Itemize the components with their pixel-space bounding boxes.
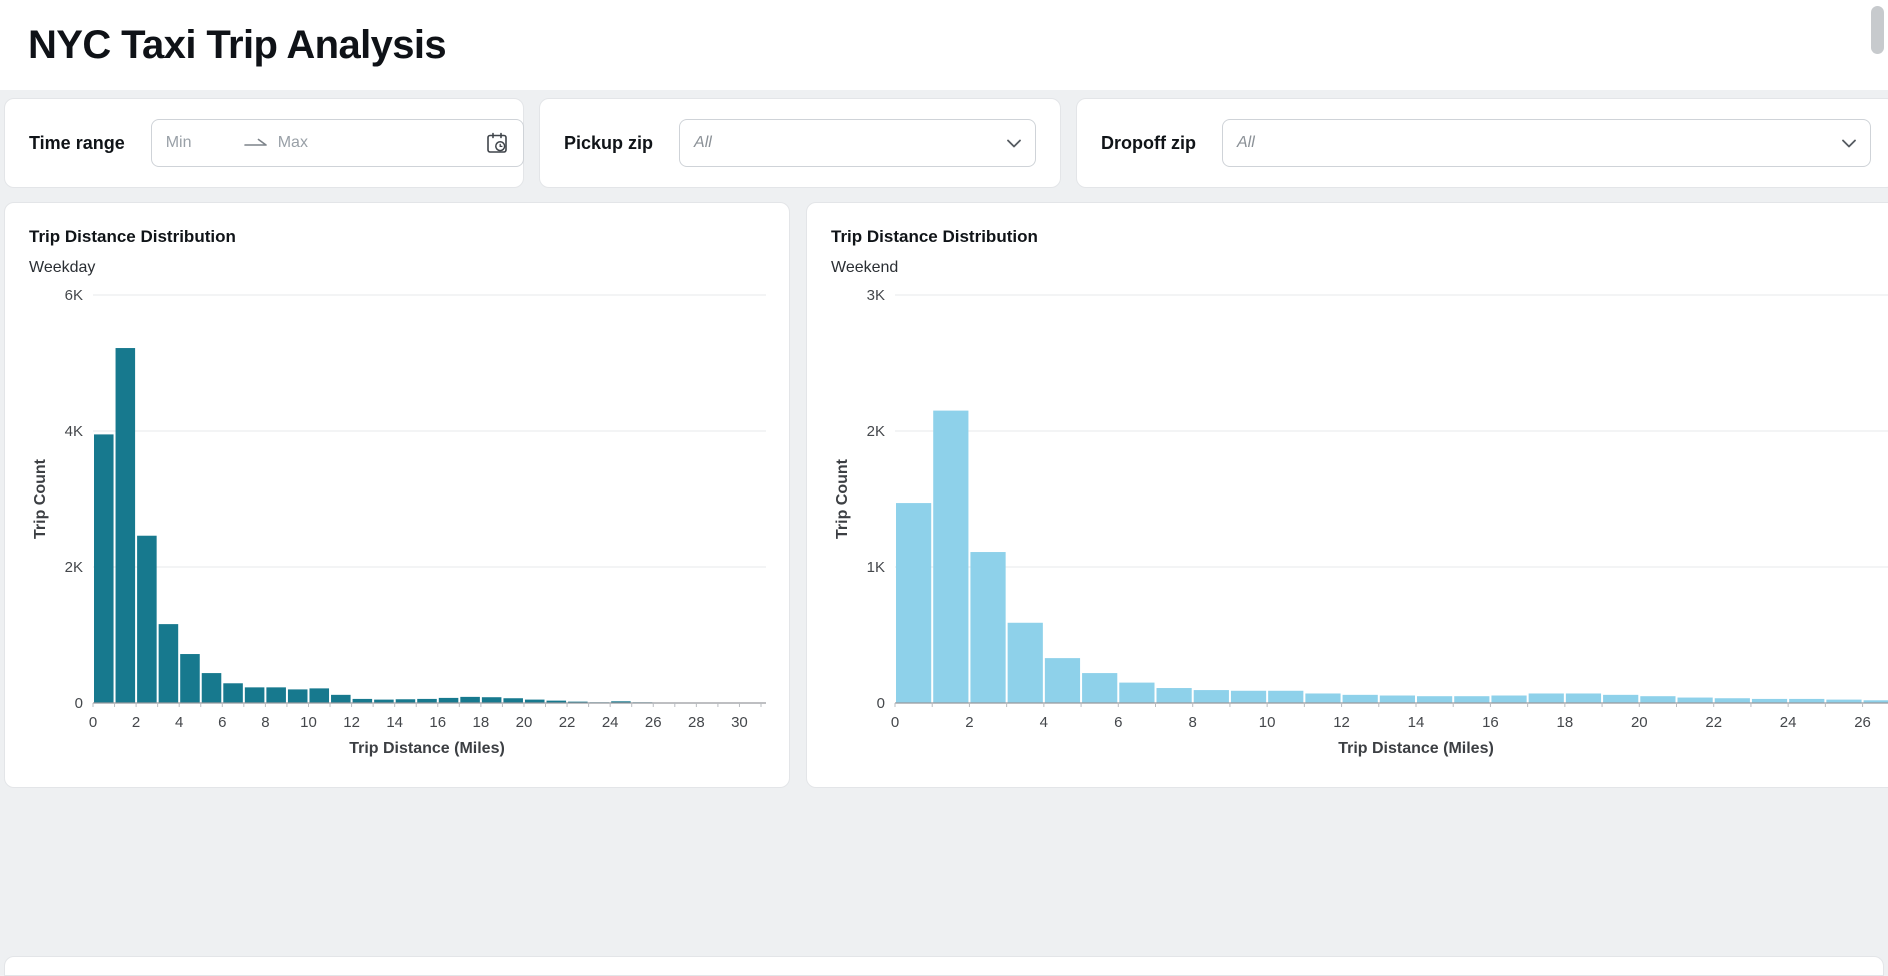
svg-text:0: 0: [89, 714, 97, 731]
time-range-label: Time range: [29, 133, 125, 154]
chevron-down-icon: [1842, 139, 1856, 148]
svg-text:18: 18: [1557, 714, 1574, 731]
svg-text:30: 30: [731, 714, 748, 731]
time-range-max-input[interactable]: [278, 134, 485, 152]
weekend-histogram[interactable]: 01K2K3K0246810121416182022242628Trip Dis…: [831, 285, 1888, 765]
svg-text:1K: 1K: [867, 559, 885, 576]
page-title: NYC Taxi Trip Analysis: [28, 23, 446, 68]
chart-title: Trip Distance Distribution: [831, 225, 1888, 249]
svg-text:0: 0: [891, 714, 899, 731]
svg-text:3K: 3K: [867, 287, 885, 304]
svg-text:12: 12: [1333, 714, 1350, 731]
filter-time-range: Time range: [4, 98, 524, 188]
dropoff-zip-label: Dropoff zip: [1101, 133, 1196, 154]
chart-card-weekend: Trip Distance Distribution Weekend 0 1K 2K…: [806, 202, 1888, 788]
arrow-right-icon: [244, 137, 268, 149]
dashboard-page: NYC Taxi Trip Analysis Time range: [0, 0, 1888, 788]
svg-text:Trip Distance (Miles): Trip Distance (Miles): [349, 740, 505, 757]
svg-text:4: 4: [1040, 714, 1048, 731]
svg-text:4: 4: [175, 714, 183, 731]
chevron-down-icon: [1007, 139, 1021, 148]
svg-text:10: 10: [1259, 714, 1276, 731]
calendar-clock-icon[interactable]: [485, 131, 509, 155]
charts-row: Trip Distance Distribution Weekday 0 2K 4K…: [4, 202, 1884, 788]
time-range-picker[interactable]: [151, 119, 524, 167]
svg-text:24: 24: [602, 714, 619, 731]
svg-text:6: 6: [218, 714, 226, 731]
time-range-min-input[interactable]: [166, 134, 244, 152]
svg-text:16: 16: [429, 714, 446, 731]
svg-text:8: 8: [261, 714, 269, 731]
svg-text:28: 28: [688, 714, 705, 731]
svg-text:6: 6: [1114, 714, 1122, 731]
svg-text:22: 22: [1705, 714, 1722, 731]
dropoff-zip-value: All: [1237, 134, 1255, 152]
svg-text:20: 20: [516, 714, 533, 731]
svg-text:2: 2: [132, 714, 140, 731]
svg-text:16: 16: [1482, 714, 1499, 731]
svg-text:10: 10: [300, 714, 317, 731]
filters-row: Time range: [4, 98, 1884, 188]
chart-title: Trip Distance Distribution: [29, 225, 765, 249]
header: NYC Taxi Trip Analysis: [0, 0, 1888, 90]
scrollbar-thumb[interactable]: [1871, 6, 1884, 54]
svg-text:2: 2: [965, 714, 973, 731]
svg-text:6K: 6K: [65, 287, 83, 304]
svg-text:Trip Count: Trip Count: [834, 458, 851, 539]
svg-text:0: 0: [75, 695, 83, 712]
svg-text:14: 14: [1408, 714, 1425, 731]
svg-text:2K: 2K: [65, 559, 83, 576]
svg-text:24: 24: [1780, 714, 1797, 731]
filter-dropoff-zip: Dropoff zip All: [1076, 98, 1888, 188]
filter-pickup-zip: Pickup zip All: [539, 98, 1061, 188]
chart-card-weekday: Trip Distance Distribution Weekday 0 2K 4K…: [4, 202, 790, 788]
pickup-zip-label: Pickup zip: [564, 133, 653, 154]
svg-text:14: 14: [386, 714, 403, 731]
svg-text:20: 20: [1631, 714, 1648, 731]
chart-subtitle: Weekend: [831, 257, 1888, 279]
svg-text:Trip Count: Trip Count: [32, 458, 49, 539]
svg-text:26: 26: [1854, 714, 1871, 731]
svg-text:18: 18: [473, 714, 490, 731]
pickup-zip-value: All: [694, 134, 712, 152]
dropoff-zip-select[interactable]: All: [1222, 119, 1871, 167]
svg-text:12: 12: [343, 714, 360, 731]
svg-text:26: 26: [645, 714, 662, 731]
chart-subtitle: Weekday: [29, 257, 765, 279]
svg-text:2K: 2K: [867, 423, 885, 440]
svg-text:0: 0: [877, 695, 885, 712]
svg-text:8: 8: [1189, 714, 1197, 731]
svg-text:Trip Distance (Miles): Trip Distance (Miles): [1338, 740, 1494, 757]
next-section-card: [4, 956, 1884, 976]
pickup-zip-select[interactable]: All: [679, 119, 1036, 167]
svg-text:4K: 4K: [65, 423, 83, 440]
svg-text:22: 22: [559, 714, 576, 731]
